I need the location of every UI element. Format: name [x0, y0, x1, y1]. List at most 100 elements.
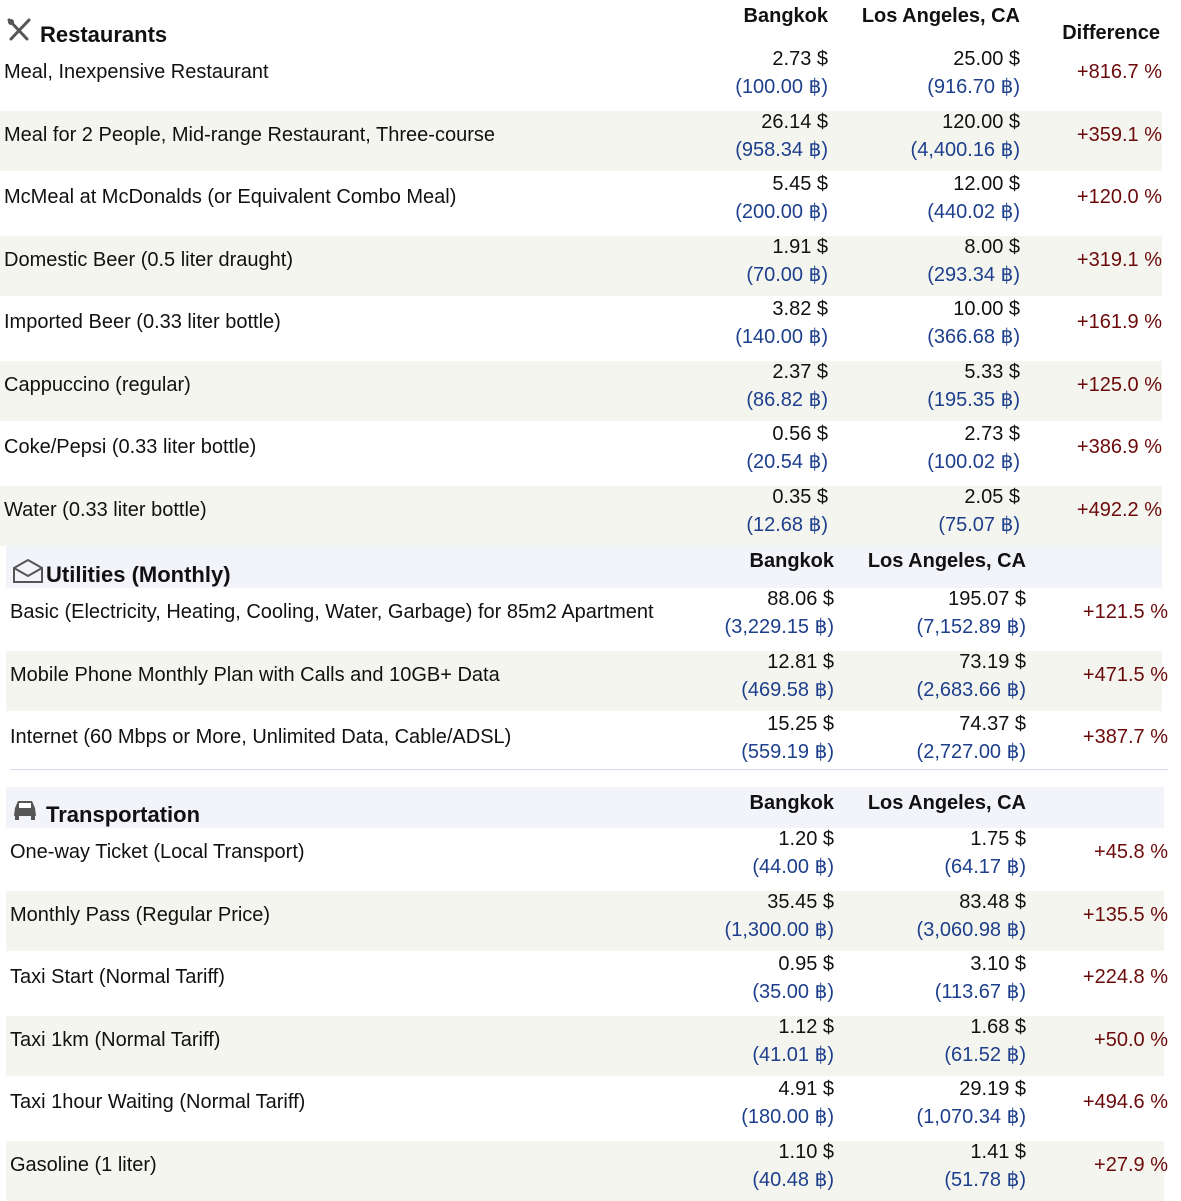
bangkok-usd: 2.73 $ [772, 48, 828, 71]
bangkok-usd: 1.10 $ [778, 1141, 834, 1164]
la-usd: 1.41 $ [970, 1141, 1026, 1164]
bangkok-thb: (44.00 ฿) [752, 854, 834, 879]
bangkok-usd: 0.95 $ [778, 953, 834, 976]
la-usd: 5.33 $ [964, 361, 1020, 384]
bangkok-usd: 1.91 $ [772, 236, 828, 259]
la-thb: (51.78 ฿) [944, 1167, 1026, 1192]
bangkok-usd: 2.37 $ [772, 361, 828, 384]
difference: +27.9 % [1094, 1154, 1168, 1177]
difference: +121.5 % [1083, 601, 1168, 624]
la-usd: 10.00 $ [953, 298, 1020, 321]
item-name: Cappuccino (regular) [4, 374, 191, 397]
difference: +45.8 % [1094, 841, 1168, 864]
la-usd: 8.00 $ [964, 236, 1020, 259]
item-name: Internet (60 Mbps or More, Unlimited Dat… [10, 726, 511, 749]
bangkok-thb: (958.34 ฿) [735, 137, 828, 162]
la-thb: (7,152.89 ฿) [917, 614, 1026, 639]
la-thb: (293.34 ฿) [927, 262, 1020, 287]
la-usd: 73.19 $ [959, 651, 1026, 674]
section-title: Utilities (Monthly) [46, 562, 231, 588]
difference: +120.0 % [1077, 186, 1162, 209]
item-name: Meal for 2 People, Mid-range Restaurant,… [4, 124, 495, 147]
bangkok-usd: 0.56 $ [772, 423, 828, 446]
bangkok-usd: 15.25 $ [767, 713, 834, 736]
difference: +492.2 % [1077, 499, 1162, 522]
item-name: Taxi Start (Normal Tariff) [10, 966, 225, 989]
difference: +135.5 % [1083, 904, 1168, 927]
bangkok-thb: (469.58 ฿) [741, 677, 834, 702]
bangkok-thb: (41.01 ฿) [752, 1042, 834, 1067]
difference: +816.7 % [1077, 61, 1162, 84]
item-name: McMeal at McDonalds (or Equivalent Combo… [4, 186, 456, 209]
column-header: Los Angeles, CA [868, 550, 1026, 573]
bangkok-thb: (3,229.15 ฿) [725, 614, 834, 639]
la-usd: 1.75 $ [970, 828, 1026, 851]
la-thb: (113.67 ฿) [935, 979, 1026, 1004]
bangkok-thb: (100.00 ฿) [735, 74, 828, 99]
section-title: Restaurants [40, 22, 167, 48]
bangkok-thb: (559.19 ฿) [741, 739, 834, 764]
column-header: Difference [1062, 22, 1160, 45]
bangkok-usd: 3.82 $ [772, 298, 828, 321]
difference: +50.0 % [1094, 1029, 1168, 1052]
bangkok-usd: 35.45 $ [767, 891, 834, 914]
section-icon [6, 18, 32, 48]
la-thb: (440.02 ฿) [927, 199, 1020, 224]
la-thb: (195.35 ฿) [927, 387, 1020, 412]
bangkok-usd: 88.06 $ [767, 588, 834, 611]
la-thb: (366.68 ฿) [927, 324, 1020, 349]
item-name: Imported Beer (0.33 liter bottle) [4, 311, 281, 334]
item-name: Domestic Beer (0.5 liter draught) [4, 249, 293, 272]
section-icon [12, 558, 44, 590]
difference: +125.0 % [1077, 374, 1162, 397]
bangkok-usd: 1.20 $ [778, 828, 834, 851]
item-name: Basic (Electricity, Heating, Cooling, Wa… [10, 601, 654, 624]
difference: +359.1 % [1077, 124, 1162, 147]
la-usd: 3.10 $ [970, 953, 1026, 976]
la-thb: (100.02 ฿) [927, 449, 1020, 474]
difference: +161.9 % [1077, 311, 1162, 334]
la-usd: 195.07 $ [948, 588, 1026, 611]
bangkok-usd: 4.91 $ [778, 1078, 834, 1101]
bangkok-thb: (180.00 ฿) [741, 1104, 834, 1129]
la-thb: (75.07 ฿) [938, 512, 1020, 537]
la-thb: (3,060.98 ฿) [917, 917, 1026, 942]
la-usd: 2.05 $ [964, 486, 1020, 509]
difference: +319.1 % [1077, 249, 1162, 272]
item-name: One-way Ticket (Local Transport) [10, 841, 305, 864]
bangkok-usd: 0.35 $ [772, 486, 828, 509]
item-name: Coke/Pepsi (0.33 liter bottle) [4, 436, 256, 459]
difference: +471.5 % [1083, 664, 1168, 687]
bangkok-usd: 26.14 $ [761, 111, 828, 134]
la-usd: 120.00 $ [942, 111, 1020, 134]
la-usd: 1.68 $ [970, 1016, 1026, 1039]
difference: +387.7 % [1083, 726, 1168, 749]
item-name: Taxi 1km (Normal Tariff) [10, 1029, 220, 1052]
la-usd: 25.00 $ [953, 48, 1020, 71]
section-title: Transportation [46, 802, 200, 828]
item-name: Monthly Pass (Regular Price) [10, 904, 270, 927]
bangkok-usd: 5.45 $ [772, 173, 828, 196]
la-thb: (4,400.16 ฿) [911, 137, 1020, 162]
difference: +386.9 % [1077, 436, 1162, 459]
bangkok-thb: (70.00 ฿) [746, 262, 828, 287]
bangkok-thb: (140.00 ฿) [735, 324, 828, 349]
la-usd: 29.19 $ [959, 1078, 1026, 1101]
la-usd: 83.48 $ [959, 891, 1026, 914]
item-name: Gasoline (1 liter) [10, 1154, 157, 1177]
column-header: Bangkok [750, 792, 834, 815]
item-name: Taxi 1hour Waiting (Normal Tariff) [10, 1091, 305, 1114]
section-divider [10, 769, 1168, 770]
column-header: Bangkok [744, 5, 828, 28]
la-thb: (2,727.00 ฿) [917, 739, 1026, 764]
item-name: Meal, Inexpensive Restaurant [4, 61, 269, 84]
la-thb: (64.17 ฿) [944, 854, 1026, 879]
column-header: Los Angeles, CA [868, 792, 1026, 815]
column-header: Los Angeles, CA [862, 5, 1020, 28]
bangkok-usd: 1.12 $ [778, 1016, 834, 1039]
la-thb: (1,070.34 ฿) [917, 1104, 1026, 1129]
item-name: Water (0.33 liter bottle) [4, 499, 207, 522]
la-usd: 74.37 $ [959, 713, 1026, 736]
column-header: Bangkok [750, 550, 834, 573]
